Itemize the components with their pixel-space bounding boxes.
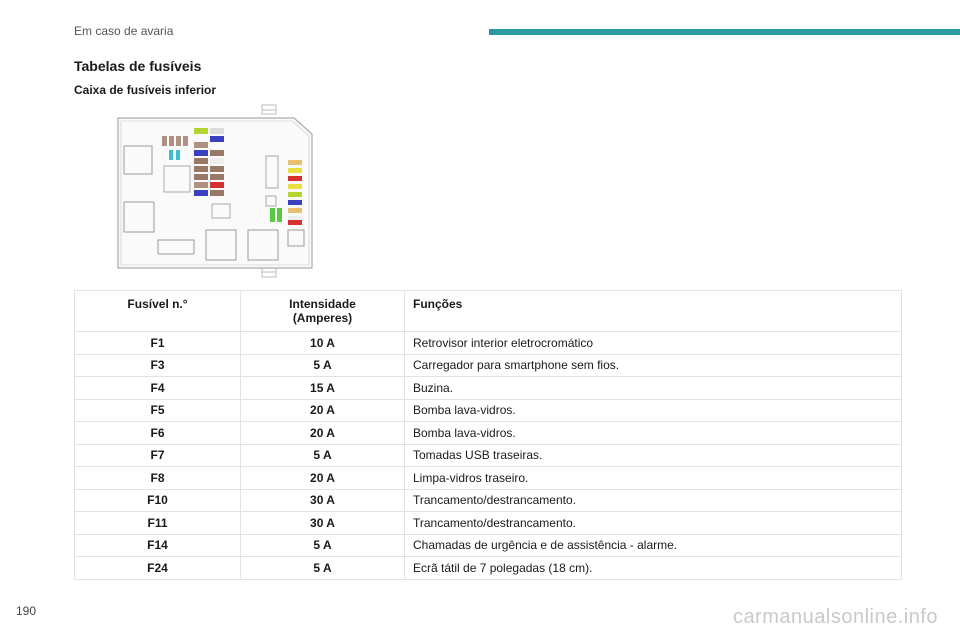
table-row: F8 20 A Limpa-vidros traseiro. [74,466,902,490]
function-cell: Buzina. [404,376,902,400]
column-header-amperes: Intensidade (Amperes) [240,290,405,332]
table-row: F24 5 A Ecrã tátil de 7 polegadas (18 cm). [74,556,902,580]
fuse-number-cell: F1 [74,331,241,355]
subsection-title: Caixa de fusíveis inferior [74,83,217,97]
amperage-cell: 5 A [240,443,405,467]
amperage-cell: 30 A [240,488,405,512]
fuse-number-cell: F5 [74,398,241,422]
fuse-table: Fusível n.° Intensidade (Amperes) Funçõe… [74,290,902,580]
function-cell: Trancamento/destrancamento. [404,511,902,535]
fuse-number-cell: F11 [74,511,241,535]
table-row: F6 20 A Bomba lava-vidros. [74,421,902,445]
table-row: F11 30 A Trancamento/destrancamento. [74,511,902,535]
function-cell: Bomba lava-vidros. [404,421,902,445]
fuse-number-cell: F14 [74,533,241,557]
function-cell: Limpa-vidros traseiro. [404,466,902,490]
table-row: F3 5 A Carregador para smartphone sem fios… [74,353,902,377]
amperage-cell: 30 A [240,511,405,535]
table-header-row: Fusível n.° Intensidade (Amperes) Funçõe… [74,290,902,332]
fuse-number-cell: F3 [74,353,241,377]
amperage-cell: 5 A [240,353,405,377]
function-cell: Carregador para smartphone sem fios. [404,353,902,377]
amperage-cell: 15 A [240,376,405,400]
table-row: F1 10 A Retrovisor interior eletrocromátic… [74,331,902,355]
function-cell: Bomba lava-vidros. [404,398,902,422]
header-section-label: Em caso de avaria [74,24,174,38]
column-header-fuse: Fusível n.° [74,290,241,332]
table-row: F14 5 A Chamadas de urgência e de assistên… [74,533,902,557]
fuse-number-cell: F7 [74,443,241,467]
table-row: F5 20 A Bomba lava-vidros. [74,398,902,422]
page-number: 190 [16,604,37,618]
amperage-cell: 20 A [240,398,405,422]
amperage-cell: 5 A [240,556,405,580]
header-accent-bar [489,29,960,35]
amperage-cell: 20 A [240,421,405,445]
column-header-functions: Funções [404,290,902,332]
amperage-cell: 20 A [240,466,405,490]
fuse-box-diagram [117,104,313,278]
table-row: F10 30 A Trancamento/destrancamento. [74,488,902,512]
watermark: carmanualsonline.info [732,606,938,628]
amperage-cell: 5 A [240,533,405,557]
fuse-number-cell: F4 [74,376,241,400]
fuse-number-cell: F10 [74,488,241,512]
function-cell: Retrovisor interior eletrocromático [404,331,902,355]
function-cell: Tomadas USB traseiras. [404,443,902,467]
fuse-number-cell: F24 [74,556,241,580]
table-row: F4 15 A Buzina. [74,376,902,400]
table-row: F7 5 A Tomadas USB traseiras. [74,443,902,467]
amperage-cell: 10 A [240,331,405,355]
function-cell: Trancamento/destrancamento. [404,488,902,512]
section-title: Tabelas de fusíveis [74,58,202,74]
function-cell: Chamadas de urgência e de assistência - … [404,533,902,557]
function-cell: Ecrã tátil de 7 polegadas (18 cm). [404,556,902,580]
fuse-number-cell: F6 [74,421,241,445]
fuse-number-cell: F8 [74,466,241,490]
